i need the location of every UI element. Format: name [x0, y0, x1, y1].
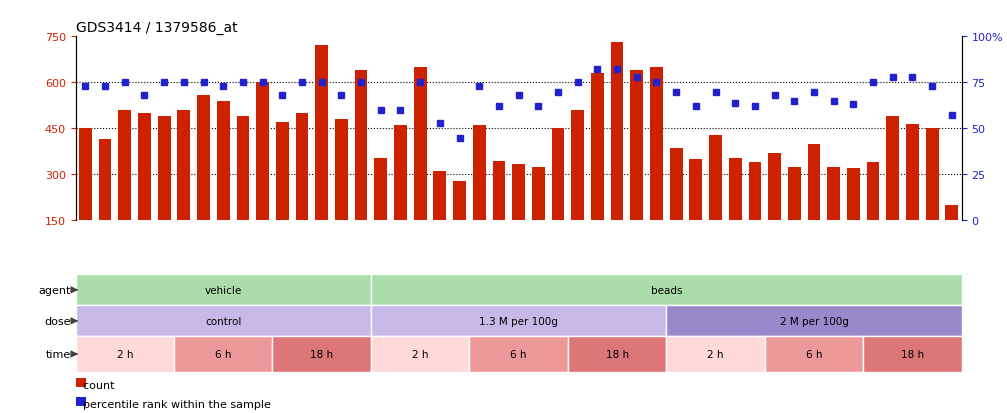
Bar: [748, 163, 761, 267]
Bar: [532, 167, 545, 267]
Text: 18 h: 18 h: [605, 349, 628, 359]
Bar: [296, 114, 308, 267]
Bar: [571, 111, 584, 267]
Bar: [335, 120, 347, 267]
Bar: [630, 71, 643, 267]
Bar: [99, 140, 112, 267]
Bar: [76, 275, 371, 306]
Text: dose: dose: [44, 316, 71, 326]
Bar: [315, 46, 328, 267]
Bar: [371, 275, 962, 306]
Bar: [787, 167, 801, 267]
Text: 6 h: 6 h: [214, 349, 232, 359]
Bar: [473, 126, 485, 267]
Bar: [256, 83, 269, 267]
Bar: [886, 117, 899, 267]
Bar: [729, 158, 741, 267]
Bar: [394, 126, 407, 267]
Bar: [847, 169, 860, 267]
Text: control: control: [205, 316, 242, 326]
Bar: [371, 306, 667, 337]
Bar: [513, 164, 525, 267]
Bar: [273, 337, 371, 372]
Bar: [828, 167, 840, 267]
Text: time: time: [46, 349, 71, 359]
Text: GDS3414 / 1379586_at: GDS3414 / 1379586_at: [76, 21, 238, 35]
Bar: [925, 129, 939, 267]
Bar: [667, 337, 764, 372]
Bar: [237, 117, 250, 267]
Bar: [764, 337, 863, 372]
Bar: [768, 154, 781, 267]
Text: 18 h: 18 h: [901, 349, 924, 359]
Text: vehicle: vehicle: [204, 285, 242, 295]
Text: 18 h: 18 h: [310, 349, 333, 359]
Bar: [276, 123, 289, 267]
Bar: [946, 206, 959, 267]
Text: agent: agent: [38, 285, 71, 295]
Text: 2 h: 2 h: [117, 349, 133, 359]
Bar: [371, 337, 469, 372]
Bar: [76, 306, 371, 337]
Bar: [867, 163, 879, 267]
Bar: [414, 68, 427, 267]
Bar: [158, 117, 170, 267]
Bar: [808, 145, 821, 267]
Text: percentile rank within the sample: percentile rank within the sample: [76, 399, 271, 408]
Bar: [709, 135, 722, 267]
Bar: [610, 43, 623, 267]
Bar: [197, 95, 209, 267]
Bar: [568, 337, 667, 372]
Bar: [863, 337, 962, 372]
Text: 2 h: 2 h: [707, 349, 724, 359]
Bar: [119, 111, 131, 267]
Bar: [174, 337, 273, 372]
Bar: [79, 129, 92, 267]
Bar: [76, 337, 174, 372]
Bar: [433, 172, 446, 267]
Bar: [469, 337, 568, 372]
Bar: [670, 149, 683, 267]
Text: 2 h: 2 h: [412, 349, 428, 359]
Bar: [591, 74, 604, 267]
Text: 6 h: 6 h: [806, 349, 823, 359]
Bar: [138, 114, 151, 267]
Text: 6 h: 6 h: [511, 349, 527, 359]
Text: 2 M per 100g: 2 M per 100g: [779, 316, 849, 326]
Bar: [651, 68, 663, 267]
Text: count: count: [76, 380, 114, 390]
Bar: [667, 306, 962, 337]
Bar: [217, 102, 230, 267]
Bar: [906, 124, 918, 267]
Bar: [375, 158, 387, 267]
Bar: [177, 111, 190, 267]
Text: 1.3 M per 100g: 1.3 M per 100g: [479, 316, 558, 326]
Bar: [354, 71, 368, 267]
Bar: [552, 129, 564, 267]
Bar: [453, 181, 466, 267]
Text: beads: beads: [651, 285, 682, 295]
Bar: [492, 161, 506, 267]
Bar: [690, 160, 702, 267]
